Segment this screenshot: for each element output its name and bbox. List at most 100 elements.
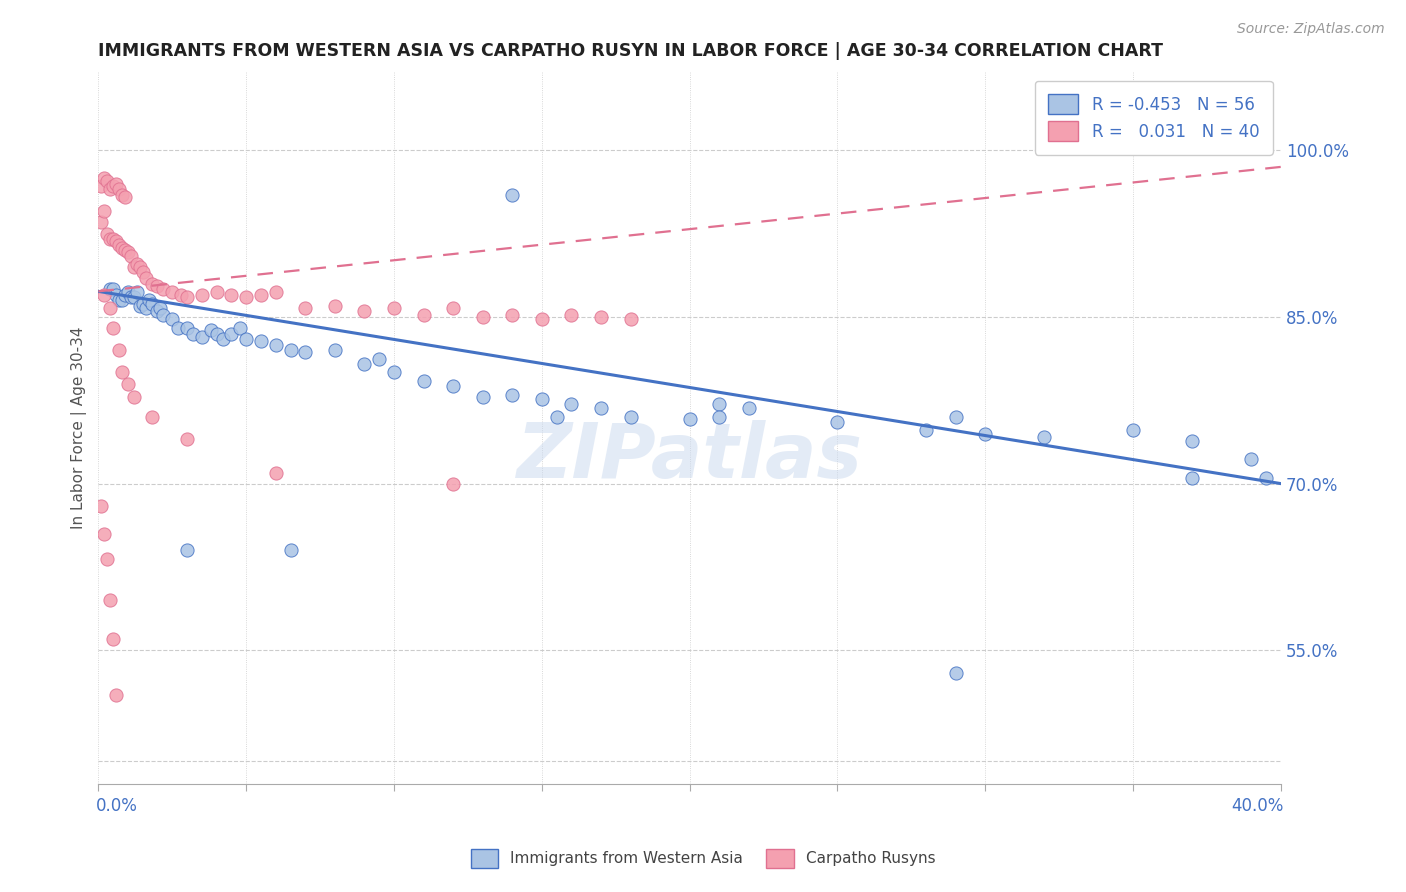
Point <box>101 632 124 647</box>
Point <box>709 396 731 410</box>
Point <box>96 174 118 188</box>
Point <box>738 401 761 415</box>
Point <box>412 308 434 322</box>
Point <box>90 499 112 513</box>
Point <box>368 352 391 367</box>
Point <box>294 345 316 359</box>
Point <box>162 312 184 326</box>
Point <box>170 287 193 301</box>
Point <box>152 282 174 296</box>
Point <box>162 285 184 300</box>
Point <box>122 260 145 274</box>
Point <box>264 285 287 300</box>
Point <box>141 277 163 291</box>
Point <box>167 321 190 335</box>
Point <box>1181 471 1204 485</box>
Point <box>530 312 553 326</box>
Point <box>353 304 375 318</box>
Point <box>589 310 612 324</box>
Point <box>827 416 849 430</box>
Point <box>111 293 134 308</box>
Point <box>501 388 523 402</box>
Point <box>915 423 938 437</box>
Point <box>264 337 287 351</box>
Point <box>93 287 115 301</box>
Point <box>280 343 302 358</box>
Point <box>1033 430 1056 444</box>
Point <box>146 278 169 293</box>
Text: Source: ZipAtlas.com: Source: ZipAtlas.com <box>1237 22 1385 37</box>
Point <box>176 321 198 335</box>
Point <box>382 366 405 380</box>
Point <box>98 301 121 315</box>
Point <box>141 409 163 424</box>
Point <box>441 379 464 393</box>
Point <box>108 182 131 196</box>
Point <box>117 245 139 260</box>
Point <box>250 287 273 301</box>
Point <box>176 432 198 446</box>
Point <box>471 310 494 324</box>
Point <box>560 308 582 322</box>
Point <box>264 466 287 480</box>
Point <box>105 688 128 702</box>
Point <box>98 593 121 607</box>
Point <box>114 287 136 301</box>
Point <box>108 237 131 252</box>
Point <box>353 357 375 371</box>
Point <box>382 301 405 315</box>
Point <box>1122 423 1144 437</box>
Point <box>323 299 346 313</box>
Point <box>108 343 131 358</box>
Point <box>114 244 136 258</box>
Point <box>111 241 134 255</box>
Point <box>111 366 134 380</box>
Point <box>709 409 731 424</box>
Point <box>98 182 121 196</box>
Point <box>974 426 997 441</box>
Point <box>191 287 214 301</box>
Text: 0.0%: 0.0% <box>96 797 138 815</box>
Point <box>120 249 142 263</box>
Point <box>131 265 153 279</box>
Point <box>152 308 174 322</box>
Point <box>945 665 967 680</box>
Point <box>619 409 641 424</box>
Point <box>96 552 118 566</box>
Point <box>117 285 139 300</box>
Point <box>117 376 139 391</box>
Point <box>229 321 252 335</box>
Point <box>1240 452 1263 467</box>
Point <box>280 543 302 558</box>
Point <box>98 282 121 296</box>
Point <box>211 332 233 346</box>
Point <box>149 301 172 315</box>
Point <box>101 232 124 246</box>
Point <box>200 323 222 337</box>
Legend: Immigrants from Western Asia, Carpatho Rusyns: Immigrants from Western Asia, Carpatho R… <box>464 843 942 873</box>
Point <box>125 256 148 270</box>
Point <box>250 334 273 349</box>
Point <box>530 392 553 406</box>
Text: ZIPatlas: ZIPatlas <box>516 419 863 493</box>
Point <box>128 260 150 274</box>
Point <box>221 326 243 341</box>
Point <box>98 232 121 246</box>
Point <box>323 343 346 358</box>
Point <box>135 271 157 285</box>
Point <box>135 301 157 315</box>
Point <box>105 287 128 301</box>
Point <box>108 293 131 308</box>
Point <box>120 290 142 304</box>
Point <box>176 290 198 304</box>
Point <box>221 287 243 301</box>
Point <box>205 326 228 341</box>
Point <box>93 204 115 219</box>
Point <box>122 390 145 404</box>
Point <box>93 526 115 541</box>
Text: IMMIGRANTS FROM WESTERN ASIA VS CARPATHO RUSYN IN LABOR FORCE | AGE 30-34 CORREL: IMMIGRANTS FROM WESTERN ASIA VS CARPATHO… <box>98 42 1163 60</box>
Point <box>96 227 118 241</box>
Point <box>235 290 257 304</box>
Point <box>501 187 523 202</box>
Point <box>441 476 464 491</box>
